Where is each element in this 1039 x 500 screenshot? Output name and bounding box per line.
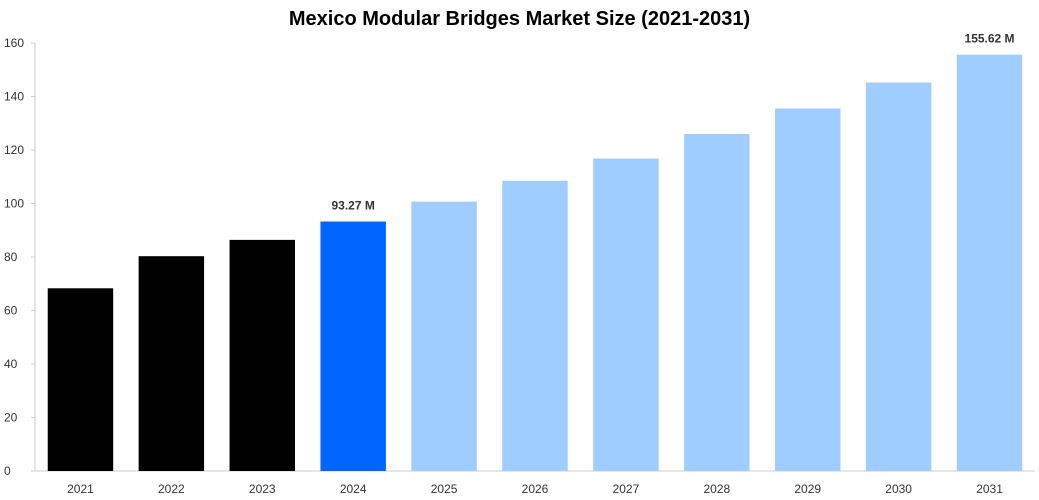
data-labels-group: 93.27 M 155.62 M: [332, 32, 1015, 213]
x-tick-label: 2028: [703, 482, 730, 496]
bar-2030: [865, 82, 932, 471]
x-tick-label: 2024: [340, 482, 367, 496]
bar-2025: [411, 201, 477, 471]
x-tick-label: 2031: [976, 482, 1003, 496]
bar-2021: [47, 288, 114, 471]
y-tick-label: 0: [4, 464, 11, 478]
y-axis: 0 20 40 60 80 100 120 140 160: [4, 36, 36, 478]
bar-2022: [138, 256, 205, 471]
x-tick-label: 2026: [522, 482, 549, 496]
bar-2026: [502, 180, 568, 471]
y-tick-label: 140: [4, 90, 24, 104]
x-tick-label: 2029: [794, 482, 821, 496]
y-tick-label: 100: [4, 197, 24, 211]
bar-2024: [320, 221, 386, 471]
x-tick-label: 2025: [431, 482, 458, 496]
x-axis: 2021 2022 2023 2024 2025 2026 2027 2028 2029 2030…: [35, 470, 1035, 496]
x-tick-label: 2022: [158, 482, 185, 496]
chart-title: Mexico Modular Bridges Market Size (2021…: [288, 8, 751, 30]
x-tick-label: 2021: [67, 482, 94, 496]
x-tick-label: 2023: [249, 482, 276, 496]
y-tick-label: 80: [4, 250, 18, 264]
bar-2029: [775, 108, 841, 471]
x-tick-label: 2030: [885, 482, 912, 496]
y-tick-label: 160: [4, 36, 24, 50]
y-tick-label: 40: [4, 357, 18, 371]
x-tick-label: 2027: [613, 482, 640, 496]
data-label-2024: 93.27 M: [332, 199, 375, 213]
bar-2031: [956, 54, 1023, 472]
bar-2027: [593, 158, 659, 471]
y-tick-label: 60: [4, 304, 18, 318]
bar-2023: [229, 239, 295, 471]
y-tick-label: 20: [4, 411, 18, 425]
bar-2028: [684, 133, 750, 471]
y-tick-label: 120: [4, 143, 24, 157]
bars-group: [47, 54, 1023, 472]
data-label-2031: 155.62 M: [965, 32, 1015, 46]
